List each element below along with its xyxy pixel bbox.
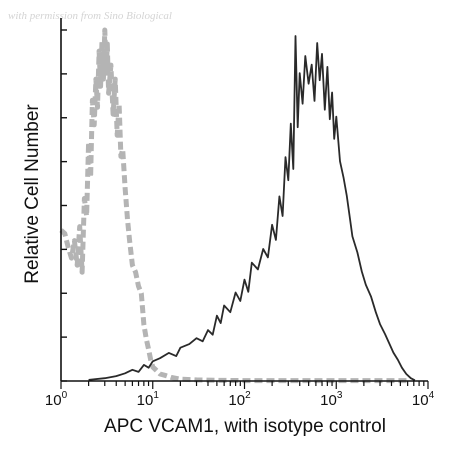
x-tick-label: 100: [45, 390, 68, 409]
x-axis-tick-labels: 100 101 102 103 104: [45, 390, 435, 409]
vcam1-histogram-line: [88, 35, 416, 382]
isotype-control-histogram-line: [59, 27, 408, 384]
watermark-text: with permission from Sino Biological: [8, 10, 172, 22]
y-axis-ticks: [61, 29, 67, 382]
x-axis-title: APC VCAM1, with isotype control: [104, 416, 386, 437]
plot-area: 100 101 102 103 104: [45, 18, 435, 409]
x-tick-label: 101: [137, 390, 160, 409]
x-tick-label: 104: [412, 390, 435, 409]
x-tick-label: 102: [228, 390, 251, 409]
x-axis-ticks: [60, 381, 429, 389]
series-layer: [59, 27, 416, 384]
x-tick-label: 103: [320, 390, 343, 409]
y-axis-title: Relative Cell Number: [22, 104, 43, 284]
